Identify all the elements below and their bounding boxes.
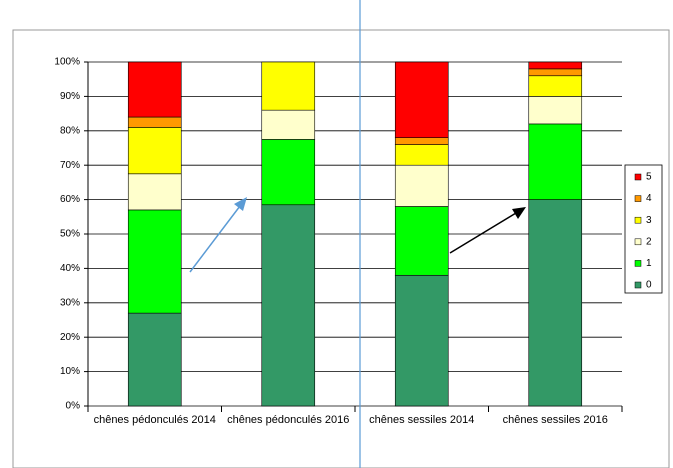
bar-segment xyxy=(528,68,583,77)
y-tick-label: 10% xyxy=(60,366,80,377)
bar-segment xyxy=(528,199,583,407)
bar-segment xyxy=(127,127,182,175)
arrow xyxy=(189,205,241,273)
bar-segment xyxy=(127,116,182,128)
x-tick-label: chênes sessiles 2016 xyxy=(503,414,608,426)
bar-segment xyxy=(528,96,583,125)
bar-segment xyxy=(394,61,449,138)
y-tick-label: 40% xyxy=(60,263,80,274)
bar-segment xyxy=(261,139,316,206)
x-tick-label: chênes pédonculés 2014 xyxy=(94,414,216,426)
bar-segment xyxy=(127,61,182,118)
legend-swatch xyxy=(634,216,642,224)
bar-segment xyxy=(394,164,449,207)
x-tick-label: chênes sessiles 2014 xyxy=(369,414,474,426)
bar-segment xyxy=(261,61,316,111)
bar-segment xyxy=(394,206,449,276)
y-tick-label: 60% xyxy=(60,194,80,205)
bar-segment xyxy=(127,209,182,314)
bar-segment xyxy=(127,173,182,211)
legend-swatch xyxy=(634,281,642,289)
legend-label: 0 xyxy=(646,280,652,291)
bar-segment xyxy=(394,274,449,407)
legend-label: 4 xyxy=(646,193,652,204)
y-tick-label: 50% xyxy=(60,229,80,240)
legend-swatch xyxy=(634,260,642,267)
bar-segment xyxy=(394,144,449,166)
bar-segment xyxy=(261,204,316,407)
y-tick-label: 20% xyxy=(60,332,80,343)
legend-label: 2 xyxy=(646,236,652,247)
plot-area: 0% 10% 20% 30% 40% 50% 60% 70% 80% 90% 100% chênes … xyxy=(54,57,623,426)
y-tick-label: 90% xyxy=(60,91,80,102)
y-tick-label: 70% xyxy=(60,160,80,171)
y-tick-label: 30% xyxy=(60,297,80,308)
arrow xyxy=(449,212,517,254)
legend-swatch xyxy=(634,173,642,181)
bar-segment xyxy=(127,312,182,407)
legend-label: 3 xyxy=(646,215,652,226)
x-tick-label: chênes pédonculés 2016 xyxy=(227,414,349,426)
y-tick-label: 80% xyxy=(60,125,80,136)
y-tick-label: 0% xyxy=(66,401,81,412)
arrow-head xyxy=(234,197,247,211)
legend-swatch xyxy=(634,195,642,202)
legend-box xyxy=(624,164,663,294)
legend-label: 5 xyxy=(646,172,652,183)
bar-segment xyxy=(528,75,583,97)
legend: 0 1 2 3 4 5 xyxy=(634,172,652,291)
bar-segment xyxy=(394,137,449,145)
arrow-head xyxy=(512,207,526,219)
y-tick-label: 100% xyxy=(54,57,80,68)
bar-segment xyxy=(528,123,583,200)
bar-segment xyxy=(528,61,583,70)
bar-segment xyxy=(261,109,316,140)
legend-label: 1 xyxy=(646,258,652,269)
legend-swatch xyxy=(634,238,642,246)
